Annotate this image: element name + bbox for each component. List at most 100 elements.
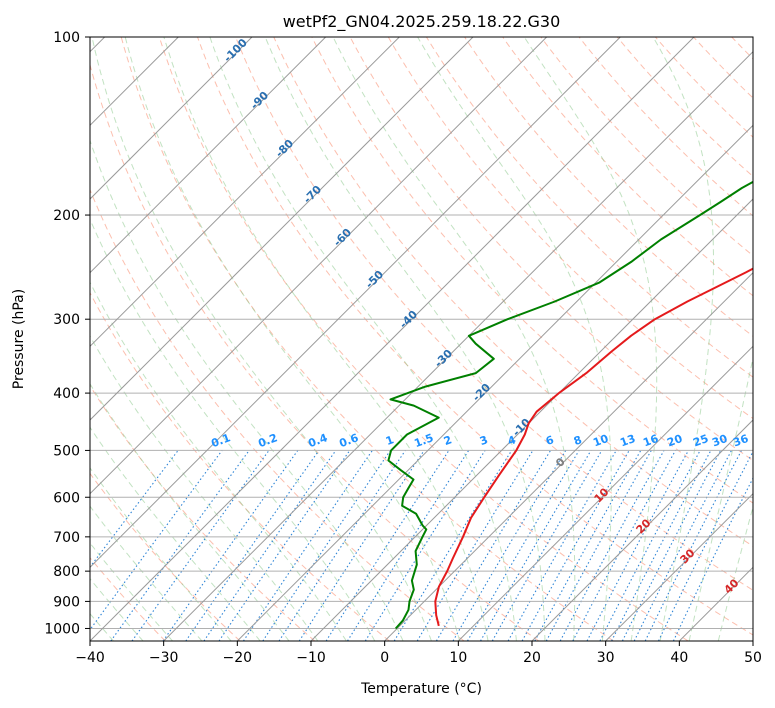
x-tick-label: 30 — [597, 650, 615, 666]
dry-adiabat-line — [90, 291, 390, 641]
y-tick-label: 100 — [53, 30, 80, 46]
mixing-ratio-line — [507, 450, 617, 641]
mixing-ratio-line — [491, 450, 603, 641]
x-tick-label: 40 — [670, 650, 688, 666]
mixing-ratio-line — [480, 450, 592, 641]
isotherm-line — [605, 492, 753, 641]
isotherm-line — [531, 419, 753, 641]
mixing-ratio-line — [131, 450, 270, 641]
mixing-ratio-line — [452, 450, 567, 641]
background-line-label: 1.5 — [412, 431, 435, 450]
x-tick-label: −10 — [296, 650, 326, 666]
y-tick-label: 800 — [53, 564, 80, 580]
mixing-ratio-line — [393, 450, 513, 641]
dry-adiabat-line — [273, 37, 753, 547]
mixing-ratio-line — [559, 450, 665, 641]
background-lines — [90, 37, 753, 641]
mixing-ratio-line — [347, 450, 470, 641]
mixing-ratio-line — [364, 450, 486, 641]
y-axis-ticks: 100 200 300 400 500 600 700 800 900 1000 — [44, 30, 90, 637]
mixing-ratio-line — [658, 450, 753, 641]
isotherm-line — [90, 37, 621, 569]
isotherm-line — [457, 345, 753, 641]
y-tick-label: 600 — [53, 490, 80, 506]
dry-adiabat-line — [387, 37, 753, 420]
isotherm-line — [90, 37, 695, 641]
dry-adiabat-line — [425, 37, 753, 378]
background-line-label: 16 — [641, 432, 660, 450]
mixing-ratio-line — [110, 450, 250, 641]
moist-adiabat-line — [688, 355, 753, 641]
plot-frame — [89, 36, 754, 642]
background-line-label: 6 — [544, 433, 556, 448]
dry-adiabat-line — [90, 384, 316, 641]
moist-adiabat-line — [90, 335, 319, 641]
background-line-label: 4 — [506, 433, 518, 448]
mixing-ratio-line — [325, 450, 450, 641]
mixing-ratio-line — [572, 450, 676, 641]
isotherm-line — [310, 198, 753, 641]
moist-adiabat-line — [652, 37, 714, 641]
chart-title: wetPf2_GN04.2025.259.18.22.G30 — [283, 12, 561, 32]
mixing-ratio-line — [534, 450, 642, 641]
background-line-label: 0.6 — [337, 431, 360, 450]
dry-adiabat-line — [90, 472, 241, 641]
y-tick-label: 1000 — [44, 621, 80, 637]
moist-adiabat-line — [90, 542, 173, 641]
mixing-ratio-line — [435, 450, 552, 641]
moist-adiabat-line — [90, 138, 404, 641]
mixing-ratio-line — [90, 450, 223, 631]
isotherm-line — [90, 37, 253, 200]
x-tick-label: 10 — [449, 650, 467, 666]
dry-adiabat-line — [502, 37, 753, 297]
temperature-profile-line — [434, 267, 753, 627]
mixing-ratio-line — [218, 450, 351, 641]
x-axis-label: Temperature (°C) — [360, 681, 482, 697]
background-line-label: 3 — [478, 433, 490, 448]
dry-adiabat-line — [616, 37, 753, 178]
y-axis-label: Pressure (hPa) — [11, 289, 27, 389]
dry-adiabat-line — [120, 37, 614, 641]
moist-adiabat-line — [523, 37, 658, 641]
mixing-ratio-line — [545, 450, 652, 641]
background-line-label: 0.4 — [306, 431, 329, 450]
isotherm-line — [163, 50, 753, 641]
x-axis-ticks: −40 −30 −20 −10 0 10 20 30 40 50 — [75, 641, 762, 666]
x-tick-label: 0 — [380, 650, 389, 666]
background-line-label: 8 — [572, 433, 584, 448]
background-line-label: 0.1 — [209, 431, 232, 450]
moist-adiabat-line — [91, 37, 432, 641]
background-line-label: 0.2 — [256, 431, 279, 450]
isotherm-line — [90, 37, 327, 274]
moist-adiabat-line — [264, 37, 546, 641]
background-line-label: 1 — [384, 433, 396, 448]
moist-adiabat-line — [163, 37, 489, 641]
x-tick-label: −40 — [75, 650, 105, 666]
mixing-ratio-line — [203, 450, 337, 641]
background-line-label: 13 — [618, 432, 637, 449]
background-line-label: 30 — [710, 432, 729, 450]
dry-adiabat-line — [311, 37, 753, 504]
dry-adiabat-line — [235, 37, 753, 591]
x-tick-label: 50 — [744, 650, 762, 666]
x-tick-label: −30 — [149, 650, 179, 666]
isotherm-lines — [90, 37, 753, 641]
mixing-ratio-line — [521, 450, 630, 641]
y-tick-label: 300 — [53, 312, 80, 328]
moist-adiabat-line — [90, 281, 347, 641]
moist-adiabat-line — [124, 37, 461, 641]
y-tick-label: 500 — [53, 443, 80, 459]
isotherm-line — [384, 271, 753, 641]
isotherm-line — [236, 124, 753, 641]
x-tick-label: −20 — [223, 650, 253, 666]
dry-adiabat-line — [90, 188, 465, 641]
isotherm-line — [90, 37, 400, 348]
y-tick-label: 200 — [53, 208, 80, 224]
background-line-label: 25 — [691, 432, 710, 449]
isotherm-line — [90, 37, 474, 421]
y-tick-label: 400 — [53, 386, 80, 402]
moist-adiabat-line — [717, 505, 753, 641]
mixing-ratio-line — [162, 450, 299, 641]
background-line-label: 2 — [442, 433, 454, 448]
